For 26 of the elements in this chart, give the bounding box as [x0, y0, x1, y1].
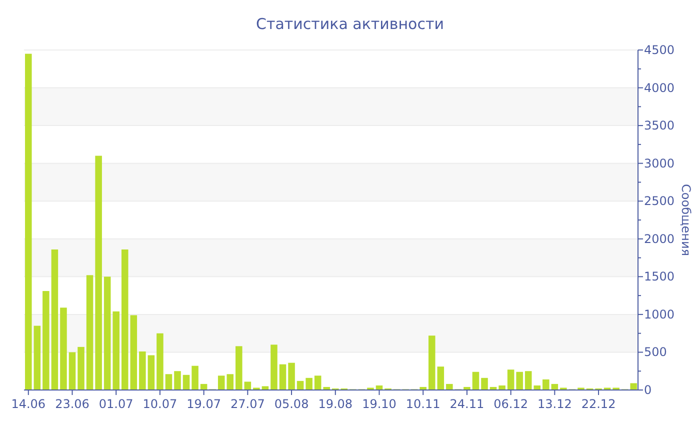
chart-title: Статистика активности — [256, 15, 444, 33]
x-tick-label: 06.12 — [494, 397, 528, 411]
x-tick-label: 27.07 — [230, 397, 265, 411]
y2-tick-label: 1000 — [644, 307, 675, 322]
x-tick-label: 23.06 — [55, 397, 90, 411]
y2-tick-label: 1500 — [644, 270, 675, 284]
y2-tick-label: 2000 — [644, 232, 675, 246]
x-tick-label: 22.12 — [581, 397, 616, 411]
y2-tick-label: 500 — [644, 345, 667, 360]
x-tick-label: 13.12 — [537, 397, 572, 411]
x-tick-label: 01.07 — [98, 397, 134, 411]
y2-axis-title: Сообщения — [679, 184, 693, 256]
x-tick-label: 19.08 — [318, 397, 353, 411]
y2-tick-label: 4000 — [644, 80, 675, 95]
y2-tick-label: 3500 — [644, 118, 675, 133]
x-tick-label: 05.08 — [274, 397, 309, 411]
y2-tick-label: 3000 — [644, 156, 675, 170]
x-tick-label: 19.10 — [362, 397, 396, 411]
x-tick-label: 19.07 — [186, 397, 221, 411]
y2-tick-label: 0 — [644, 383, 652, 397]
x-tick-label: 10.11 — [406, 397, 440, 411]
y2-tick-label: 4500 — [644, 43, 675, 57]
x-tick-label: 24.11 — [450, 397, 484, 411]
y2-tick-label: 2500 — [644, 194, 675, 208]
x-tick-label: 10.07 — [142, 397, 178, 411]
x-tick-label: 14.06 — [11, 397, 46, 411]
